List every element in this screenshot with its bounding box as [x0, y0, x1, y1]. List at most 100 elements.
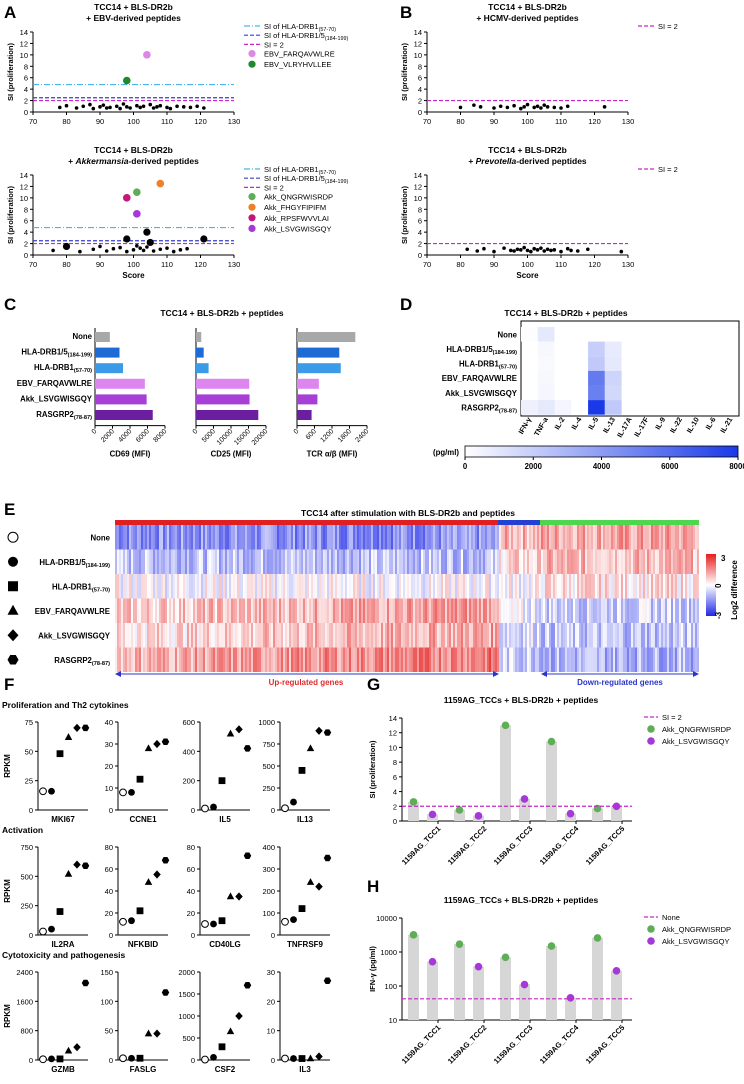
heatmap-cell	[115, 623, 117, 648]
heatmap-cell	[593, 623, 595, 648]
heatmap-cell	[619, 623, 621, 648]
gene-point	[56, 1055, 64, 1063]
heatmap-cell	[257, 598, 259, 623]
heatmap-cell	[145, 549, 147, 574]
heatmap-cell	[283, 647, 285, 672]
heatmap-cell	[497, 598, 499, 623]
heatmap-cell	[681, 574, 683, 599]
heatmap-cell	[375, 623, 377, 648]
heatmap-cell	[427, 574, 429, 599]
heatmap-cell	[159, 525, 161, 550]
heatmap-cell	[151, 574, 153, 599]
heatmap-cell	[621, 623, 623, 648]
heatmap-cell	[269, 647, 271, 672]
heatmap-cell	[377, 525, 379, 550]
heatmap-cell	[473, 647, 475, 672]
heatmap-cell	[525, 598, 527, 623]
col-label: IL-10	[685, 416, 701, 435]
scatter-B_bottom: TCC14 + BLS-DR2b+ Prevotella-derived pep…	[400, 145, 678, 280]
heatmap-cell	[627, 549, 629, 574]
heatmap-cell	[123, 623, 125, 648]
data-point	[111, 246, 116, 251]
heatmap-cell	[449, 598, 451, 623]
heatmap-cell	[241, 623, 243, 648]
heatmap-cell	[587, 525, 589, 550]
heatmap-cell	[363, 525, 365, 550]
heatmap-cell	[567, 525, 569, 550]
heatmap-cell	[547, 549, 549, 574]
data-point	[586, 247, 590, 252]
heatmap-cell	[639, 574, 641, 599]
y-tick-label: 10	[414, 194, 422, 203]
y-tick-label: 0	[271, 806, 275, 815]
heatmap-cell	[481, 574, 483, 599]
heatmap-cell	[573, 598, 575, 623]
heatmap-cell	[295, 574, 297, 599]
heatmap-cell	[449, 525, 451, 550]
heatmap-cell	[595, 549, 597, 574]
x-tick-label: 90	[96, 117, 104, 126]
heatmap-cell	[569, 623, 571, 648]
heatmap-cell	[289, 549, 291, 574]
heatmap-cell	[677, 598, 679, 623]
data-point	[138, 105, 142, 110]
heatmap-cell	[413, 647, 415, 672]
heatmap-cell	[377, 549, 379, 574]
y-tick-label: 1000	[380, 948, 397, 957]
data-point	[482, 246, 486, 251]
legend-label-main: SI = 2	[658, 165, 678, 174]
heatmap-cell	[135, 525, 137, 550]
heatmap-cell	[145, 574, 147, 599]
y-tick-label: 10	[267, 1027, 275, 1036]
heatmap-cell	[629, 598, 631, 623]
heatmap-cell	[551, 623, 553, 648]
heatmap-cell	[589, 574, 591, 599]
heatmap-cell	[615, 598, 617, 623]
heatmap-cell	[221, 525, 223, 550]
heatmap-cell	[129, 525, 131, 550]
heatmap-cell	[207, 647, 209, 672]
heatmap-cell	[647, 549, 649, 574]
heatmap-cell	[283, 549, 285, 574]
heatmap-cell	[325, 598, 327, 623]
heatmap-cell	[307, 525, 309, 550]
heatmap-cell	[531, 647, 533, 672]
legend-label-main: SI = 2	[264, 183, 284, 192]
data-point	[535, 248, 540, 252]
heatmap-cell	[467, 598, 469, 623]
heatmap-cell	[519, 598, 521, 623]
heatmap-cell	[417, 525, 419, 550]
heatmap-cell	[575, 525, 577, 550]
heatmap-cell	[687, 574, 689, 599]
heatmap-cell	[657, 647, 659, 672]
colorbar	[706, 554, 716, 616]
panel-letters: A B C D E F G H	[4, 3, 412, 896]
heatmap-cell	[135, 647, 137, 672]
heatmap-cell	[361, 574, 363, 599]
heatmap-cell	[187, 647, 189, 672]
data-point	[114, 104, 119, 109]
heatmap-cell	[661, 647, 663, 672]
y-tick-label: 0	[191, 806, 195, 815]
heatmap-cell	[205, 574, 207, 599]
heatmap-cell	[639, 549, 641, 574]
heatmap-cell	[345, 598, 347, 623]
heatmap-cell	[137, 574, 139, 599]
x-tick-label: 1159AG_TCC2	[446, 1023, 489, 1066]
heatmap-cell	[665, 647, 667, 672]
heatmap-cell	[239, 525, 241, 550]
bar-dot	[428, 957, 437, 966]
col-label: IL-6	[703, 416, 717, 432]
bar	[454, 944, 465, 1020]
heatmap-cell	[375, 549, 377, 574]
heatmap-cell	[525, 623, 527, 648]
gene-point	[226, 729, 235, 737]
heatmap-cell	[413, 623, 415, 648]
heatmap-cell	[283, 525, 285, 550]
gene-point	[323, 854, 332, 862]
heatmap-cell	[599, 623, 601, 648]
heatmap-cell	[661, 623, 663, 648]
y-tick-label: 1500	[178, 990, 195, 999]
heatmap-cell	[115, 647, 117, 672]
heatmap-cell	[593, 549, 595, 574]
